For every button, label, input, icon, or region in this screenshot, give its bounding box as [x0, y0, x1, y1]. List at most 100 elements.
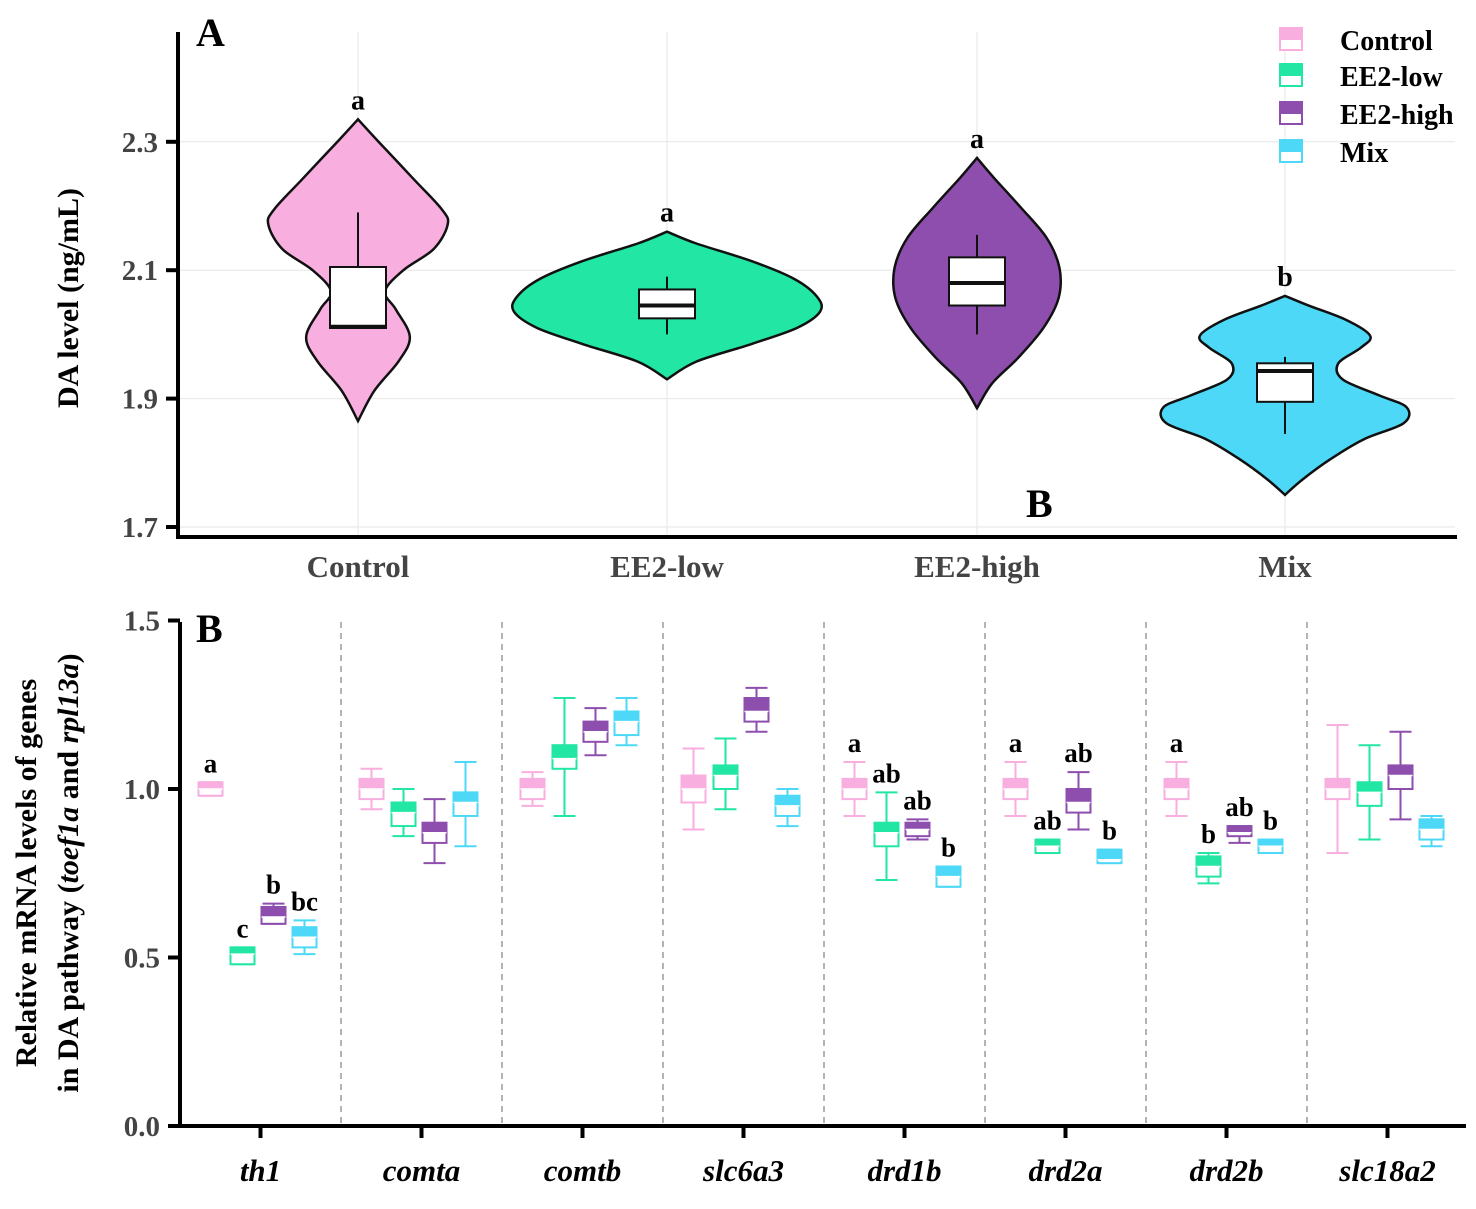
- gene-label: slc18a2: [1338, 1153, 1435, 1188]
- box-upper-fill: [874, 822, 899, 833]
- significance-letter: b: [1263, 806, 1278, 836]
- significance-letter: b: [266, 870, 281, 900]
- box-upper-fill: [520, 778, 545, 789]
- y-tick-label: 2.1: [122, 255, 158, 287]
- legend-label: Mix: [1340, 138, 1388, 169]
- y-tick-label: 1.5: [124, 606, 160, 638]
- significance-letter: ab: [872, 758, 901, 788]
- box-upper-fill: [905, 822, 930, 830]
- box-upper-fill: [1357, 782, 1382, 793]
- legend-label: EE2-high: [1340, 100, 1454, 131]
- significance-letter: b: [1201, 819, 1216, 849]
- significance-letter: a: [660, 198, 674, 229]
- gene-label: th1: [240, 1153, 281, 1188]
- y-axis-label-b-line1: Relative mRNA levels of genes: [10, 679, 43, 1067]
- significance-letter: a: [1009, 728, 1023, 758]
- box-upper-fill: [391, 802, 416, 813]
- significance-letter: b: [1102, 816, 1117, 846]
- box-upper-fill: [1325, 778, 1350, 789]
- gene-label: drd1b: [867, 1153, 941, 1188]
- box-upper-fill: [681, 775, 706, 789]
- significance-letter: ab: [1225, 792, 1254, 822]
- y-label-b-suffix: ): [52, 653, 85, 663]
- significance-a: a a a b: [351, 85, 1293, 293]
- significance-letter: b: [1277, 262, 1293, 293]
- box-upper-fill: [359, 778, 384, 789]
- gene-label: slc6a3: [702, 1153, 784, 1188]
- y-tick-label: 1.0: [124, 774, 160, 806]
- box-upper-fill: [842, 778, 867, 789]
- y-label-b-prefix: in DA pathway (: [52, 883, 85, 1092]
- box-upper-fill: [1196, 856, 1221, 867]
- legend-label: EE2-low: [1340, 62, 1443, 93]
- significance-letter: a: [204, 748, 218, 778]
- box-upper-fill: [292, 927, 317, 938]
- legend: Control EE2-low EE2-high Mix: [1279, 26, 1454, 169]
- axes-b: [178, 622, 1466, 1128]
- y-tick-label: 1.9: [122, 384, 158, 416]
- y-ticks-b: 0.0 0.5 1.0 1.5: [124, 606, 180, 1143]
- box-upper-fill: [422, 822, 447, 833]
- y-label-b-gene1: toef1a: [52, 807, 85, 884]
- box-upper-fill: [552, 745, 577, 759]
- gene-label: drd2a: [1028, 1153, 1102, 1188]
- gene-labels-b: th1 comta comtb slc6a3 drd1b drd2a drd2b slc18a…: [240, 1126, 1436, 1188]
- significance-letter: a: [970, 124, 984, 155]
- boxes-a: [329, 212, 1314, 434]
- box-upper-fill: [744, 698, 769, 712]
- box-upper-fill: [1003, 778, 1028, 789]
- y-tick-label: 0.0: [124, 1111, 160, 1143]
- y-tick-label: 2.3: [122, 127, 158, 159]
- panel-label-a: A: [196, 10, 225, 55]
- x-tick-label: EE2-high: [914, 549, 1040, 584]
- x-tick-label: Mix: [1258, 549, 1312, 584]
- significance-letter: ab: [1064, 738, 1093, 768]
- gene-label: drd2b: [1189, 1153, 1263, 1188]
- box-upper-fill: [614, 711, 639, 722]
- significance-letter: a: [1170, 728, 1184, 758]
- panel-label-b: B: [196, 606, 223, 651]
- box-upper-fill: [1419, 819, 1444, 830]
- box-upper-fill: [261, 906, 286, 918]
- y-label-b-and: and: [52, 743, 85, 806]
- significance-letter: c: [237, 913, 249, 943]
- legend-swatch-fill: [1280, 64, 1302, 76]
- legend-swatch-fill: [1280, 28, 1302, 40]
- significance-letter: ab: [1033, 806, 1062, 836]
- significance-letter: ab: [903, 785, 932, 815]
- box-upper-fill: [1388, 765, 1413, 776]
- significance-letter: a: [848, 728, 862, 758]
- legend-swatch-fill: [1280, 140, 1302, 152]
- box-upper-fill: [583, 721, 608, 732]
- box-upper-fill: [1097, 849, 1122, 860]
- significance-letter: b: [941, 833, 956, 863]
- box-upper-fill: [936, 866, 961, 877]
- x-tick-label: Control: [307, 549, 410, 584]
- significance-letter: bc: [291, 886, 318, 916]
- violins-a: [266, 117, 1411, 497]
- box-upper-fill: [230, 947, 255, 955]
- box-upper-fill: [453, 792, 478, 803]
- x-tick-label: EE2-low: [610, 549, 724, 584]
- stray-panel-label: B: [1026, 481, 1053, 526]
- box-upper-fill: [775, 795, 800, 806]
- panel-a: 1.7 1.9 2.1 2.3 Control EE2-low EE2-high Mix a…: [52, 10, 1457, 584]
- box: [329, 265, 387, 329]
- significance-letter: a: [351, 85, 365, 116]
- legend-label: Control: [1340, 26, 1433, 57]
- box-upper-fill: [1227, 826, 1252, 833]
- separators-b: [340, 622, 1308, 1124]
- y-ticks-a: 1.7 1.9 2.1 2.3: [122, 127, 178, 544]
- axes-a: [176, 32, 1457, 539]
- y-tick-label: 0.5: [124, 943, 160, 975]
- box-upper-fill: [1164, 778, 1189, 789]
- boxes-b: [197, 686, 1445, 966]
- gene-label: comtb: [544, 1153, 622, 1188]
- y-axis-label-a: DA level (ng/mL): [52, 188, 85, 408]
- x-categories-a: Control EE2-low EE2-high Mix: [307, 549, 1313, 584]
- y-axis-label-b-line2: in DA pathway (toef1a and rpl13a): [52, 653, 85, 1092]
- legend-swatch-fill: [1280, 102, 1302, 114]
- box-upper-fill: [1258, 839, 1283, 847]
